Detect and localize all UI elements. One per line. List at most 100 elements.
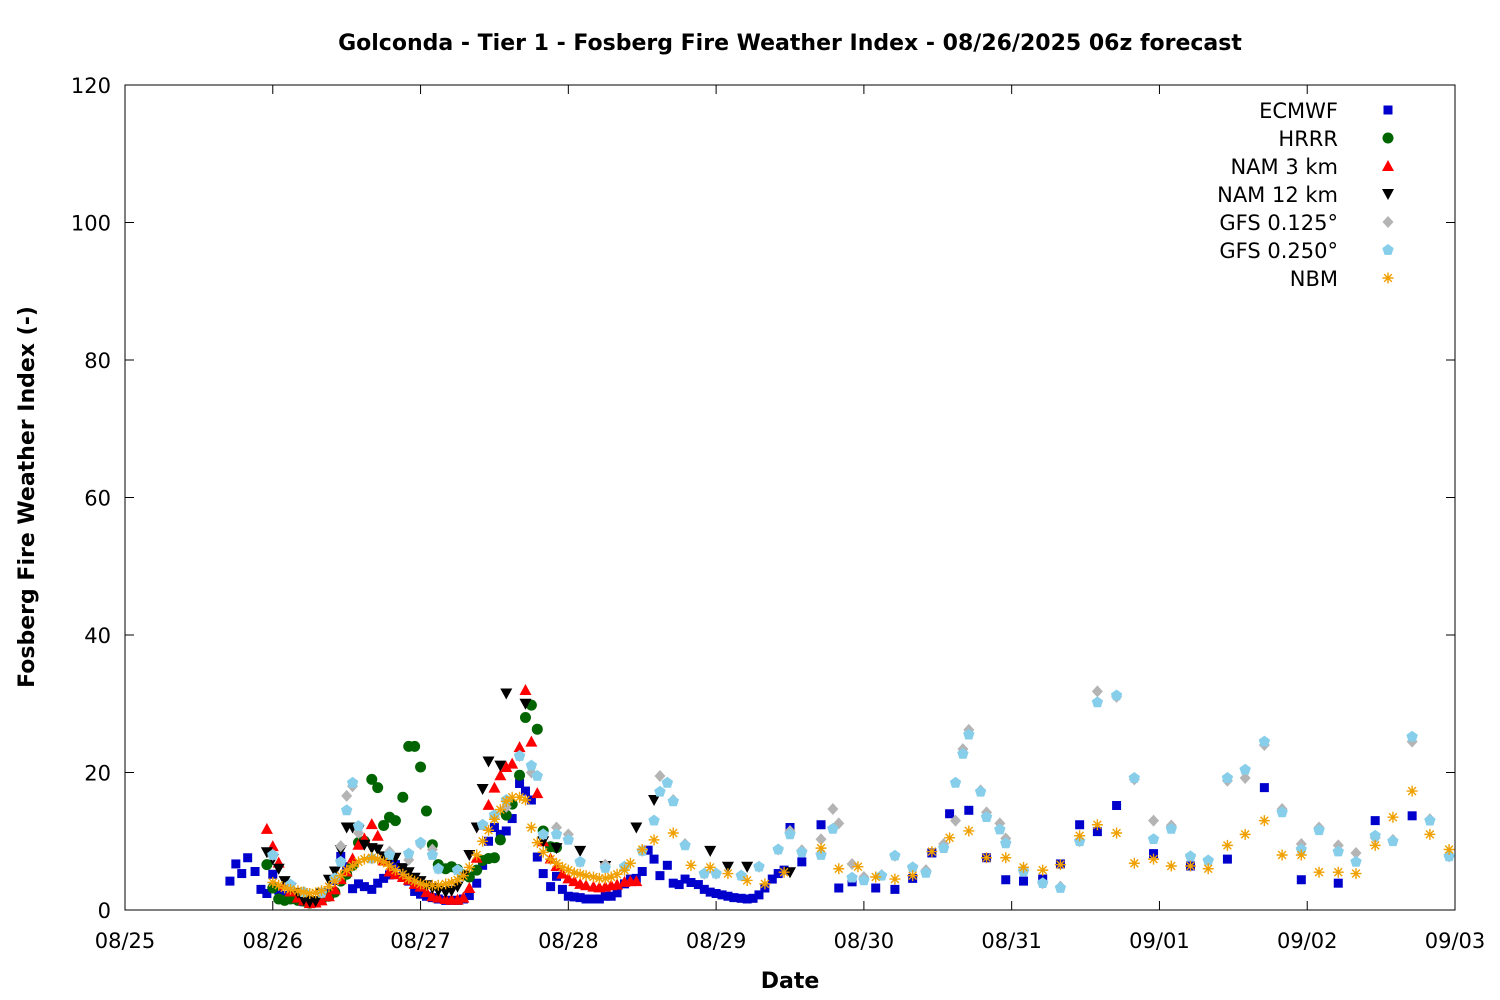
data-point [797, 857, 807, 867]
x-tick-label: 08/26 [243, 929, 304, 953]
data-point [729, 893, 739, 903]
data-point [648, 834, 660, 846]
data-point [335, 840, 347, 853]
chart-title: Golconda - Tier 1 - Fosberg Fire Weather… [338, 31, 1242, 56]
data-point [580, 870, 592, 882]
data-point [580, 879, 593, 891]
data-point [974, 785, 987, 797]
data-point [389, 815, 401, 827]
data-point [685, 859, 697, 871]
data-point [1091, 685, 1103, 698]
data-point [403, 847, 415, 859]
data-point [1202, 863, 1214, 875]
data-point [506, 757, 519, 769]
data-point [463, 861, 475, 873]
y-tick-label: 80 [84, 349, 111, 373]
data-point [531, 723, 543, 735]
data-point [310, 887, 322, 899]
data-point [525, 822, 537, 833]
legend-marker [1382, 160, 1394, 171]
data-point [994, 823, 1006, 835]
data-point [1369, 829, 1381, 841]
data-point [981, 852, 993, 864]
legend-label: GFS 0.125° [1219, 211, 1338, 235]
data-point [1111, 827, 1123, 839]
data-point [870, 871, 882, 883]
legend-marker [1382, 216, 1394, 228]
data-point [367, 884, 377, 894]
data-point [618, 864, 630, 876]
data-point [654, 785, 666, 797]
data-point [796, 846, 808, 858]
data-point [378, 819, 390, 831]
data-point [575, 893, 585, 903]
data-point [964, 805, 974, 815]
data-point [858, 874, 870, 886]
data-point [225, 876, 235, 886]
data-point [890, 884, 900, 894]
x-tick-label: 08/27 [390, 929, 451, 953]
data-point [1387, 811, 1399, 823]
data-point [1406, 730, 1418, 742]
data-point [949, 776, 962, 788]
data-point [372, 853, 384, 865]
data-point [329, 875, 341, 887]
data-point [531, 769, 543, 781]
data-point [250, 867, 260, 876]
data-point [648, 795, 661, 806]
data-point [1406, 785, 1418, 797]
data-point [373, 878, 383, 888]
data-point [753, 860, 765, 872]
data-point [409, 740, 421, 752]
data-point [341, 864, 353, 876]
data-point [643, 845, 653, 855]
data-point [273, 879, 285, 891]
data-point [409, 875, 421, 887]
data-point [488, 813, 500, 825]
data-point [520, 786, 530, 796]
data-point [587, 871, 599, 883]
data-point [328, 866, 341, 878]
data-point [1369, 839, 1381, 851]
data-point [546, 882, 556, 892]
data-point [1000, 852, 1012, 864]
axis-ticks: 08/25 08/26 08/27 08/28 08/29 08/30 08/31 09/01… [71, 74, 1485, 953]
data-point [552, 871, 562, 881]
legend-label: ECMWF [1259, 99, 1338, 123]
data-point [963, 728, 975, 740]
data-point [477, 835, 489, 847]
data-point [358, 853, 370, 865]
data-point [445, 885, 458, 897]
data-point [353, 879, 363, 889]
data-point [550, 843, 563, 855]
data-point [322, 890, 335, 902]
data-point [519, 794, 531, 806]
data-point [833, 863, 845, 875]
data-point [748, 893, 758, 903]
data-point [371, 844, 384, 856]
data-point [482, 798, 495, 810]
data-point [489, 823, 499, 832]
x-axis-label: Date [761, 969, 820, 994]
data-point [551, 857, 563, 869]
data-point [358, 839, 371, 851]
x-tick-label: 08/29 [686, 929, 747, 953]
data-point [267, 849, 279, 860]
data-point [383, 849, 396, 860]
data-point [463, 882, 476, 893]
data-point [531, 787, 544, 799]
data-point [945, 809, 955, 819]
data-point [705, 887, 715, 897]
data-point [693, 880, 703, 890]
data-point [501, 826, 511, 836]
data-point [648, 814, 660, 826]
data-point [661, 776, 674, 788]
data-point [1333, 878, 1343, 888]
data-point [440, 878, 452, 890]
legend: ECMWF HRRR NAM 3 km NAM 12 km GFS 0.125° GFS … [1217, 99, 1394, 291]
data-point [452, 874, 463, 886]
data-point [767, 874, 777, 884]
data-point [574, 845, 587, 857]
data-point [513, 741, 526, 753]
